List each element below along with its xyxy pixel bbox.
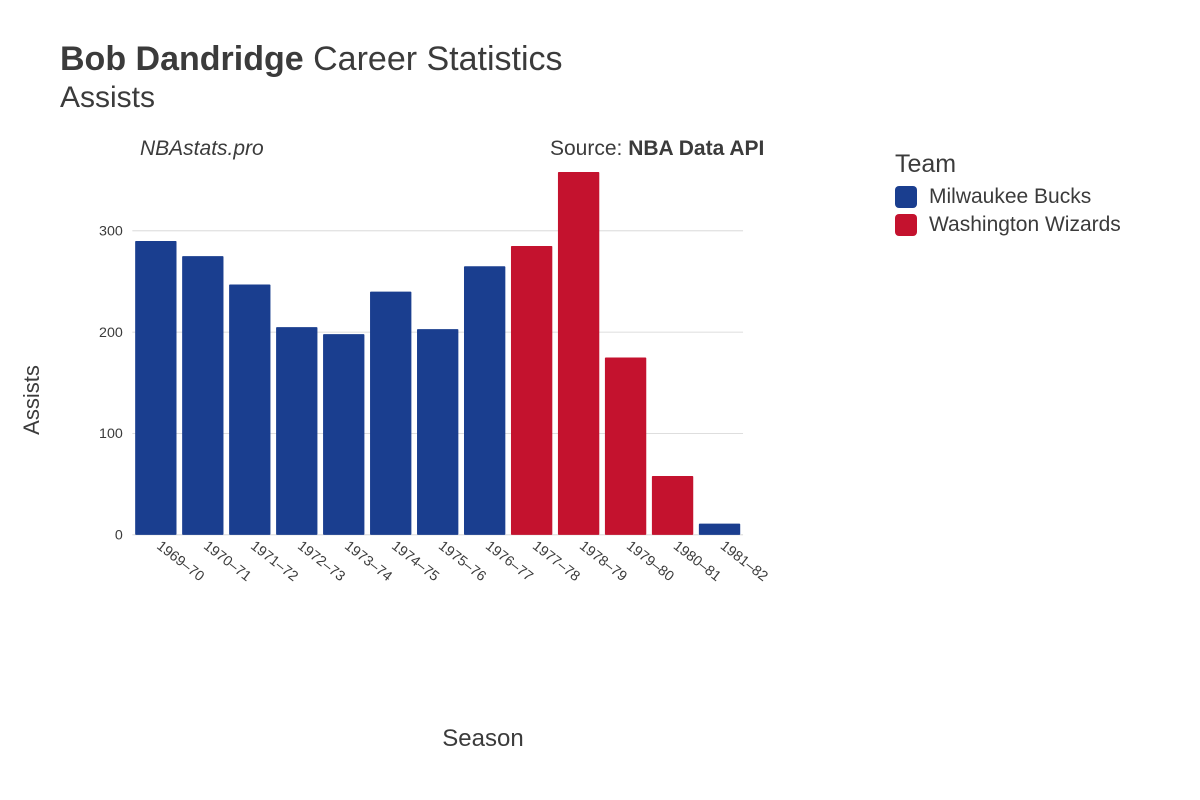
x-tick-label: 1970–71 bbox=[200, 538, 254, 585]
x-tick-label: 1973–74 bbox=[341, 538, 395, 585]
chart-subtitle: Assists bbox=[60, 81, 1160, 115]
x-tick-label: 1980–81 bbox=[670, 538, 724, 585]
bar bbox=[323, 334, 364, 535]
title-block: Bob Dandridge Career Statistics Assists bbox=[60, 40, 1160, 115]
source-text: Source: NBA Data API bbox=[550, 137, 764, 161]
legend-item: Washington Wizards bbox=[895, 213, 1175, 237]
legend-label: Milwaukee Bucks bbox=[929, 185, 1091, 209]
bar bbox=[182, 256, 223, 535]
bar bbox=[605, 357, 646, 534]
legend-title: Team bbox=[895, 150, 1175, 179]
legend-swatch bbox=[895, 214, 917, 236]
y-tick-label: 300 bbox=[99, 224, 123, 240]
bar-chart-svg: 01002003001969–701970–711971–721972–7319… bbox=[40, 170, 810, 630]
chart-container: Bob Dandridge Career Statistics Assists … bbox=[0, 0, 1200, 800]
x-tick-label: 1971–72 bbox=[247, 538, 301, 585]
title-rest: Career Statistics bbox=[304, 40, 563, 78]
chart-title: Bob Dandridge Career Statistics bbox=[60, 40, 1160, 79]
x-tick-label: 1969–70 bbox=[153, 538, 207, 585]
bar bbox=[652, 476, 693, 535]
bar bbox=[229, 285, 270, 535]
bar bbox=[699, 524, 740, 535]
y-tick-label: 0 bbox=[115, 528, 123, 544]
x-axis-label: Season bbox=[442, 725, 523, 753]
bar bbox=[417, 329, 458, 535]
legend-label: Washington Wizards bbox=[929, 213, 1121, 237]
source-name: NBA Data API bbox=[628, 137, 764, 160]
watermark-text: NBAstats.pro bbox=[140, 137, 264, 161]
x-tick-label: 1979–80 bbox=[623, 538, 677, 585]
x-tick-label: 1975–76 bbox=[435, 538, 489, 585]
x-tick-label: 1972–73 bbox=[294, 538, 348, 585]
bar bbox=[511, 246, 552, 535]
y-tick-label: 200 bbox=[99, 325, 123, 341]
bar bbox=[370, 292, 411, 535]
y-tick-label: 100 bbox=[99, 426, 123, 442]
legend: Team Milwaukee Bucks Washington Wizards bbox=[895, 150, 1175, 241]
chart-area: Assists Season 01002003001969–701970–711… bbox=[40, 170, 1160, 770]
legend-item: Milwaukee Bucks bbox=[895, 185, 1175, 209]
legend-swatch bbox=[895, 186, 917, 208]
x-tick-label: 1976–77 bbox=[482, 538, 536, 585]
x-tick-label: 1977–78 bbox=[529, 538, 583, 585]
x-tick-label: 1978–79 bbox=[576, 538, 630, 585]
bar bbox=[464, 266, 505, 535]
title-bold: Bob Dandridge bbox=[60, 40, 304, 78]
bar bbox=[135, 241, 176, 535]
source-prefix: Source: bbox=[550, 137, 628, 160]
bar bbox=[276, 327, 317, 535]
bar bbox=[558, 172, 599, 535]
x-tick-label: 1974–75 bbox=[388, 538, 442, 585]
x-tick-label: 1981–82 bbox=[717, 538, 771, 585]
